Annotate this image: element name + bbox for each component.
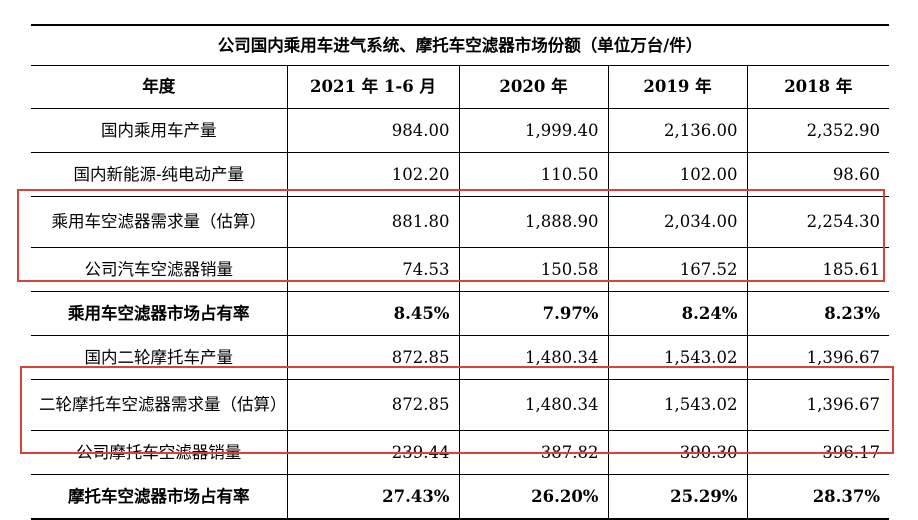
- cell-value: 98.60: [746, 152, 890, 197]
- cell-value: 1,999.40: [458, 108, 608, 153]
- header-2019: 2019 年: [607, 65, 747, 109]
- cell-value: 1,396.67: [746, 335, 890, 380]
- header-2021h1: 2021 年 1-6 月: [286, 65, 459, 109]
- cell-value: 74.53: [286, 247, 459, 292]
- cell-value: 8.23%: [746, 291, 890, 336]
- table-title-row: 公司国内乘用车进气系统、摩托车空滤器市场份额（单位万台/件）: [31, 24, 890, 66]
- cell-value: 872.85: [286, 335, 459, 380]
- header-year: 年度: [31, 65, 287, 109]
- table-row: 国内二轮摩托车产量 872.85 1,480.34 1,543.02 1,396…: [31, 335, 890, 380]
- cell-value: 8.45%: [286, 291, 459, 336]
- cell-value: 167.52: [607, 247, 747, 292]
- table-row: 公司汽车空滤器销量 74.53 150.58 167.52 185.61: [31, 247, 890, 292]
- cell-value: 27.43%: [286, 474, 459, 520]
- cell-value: 239.44: [286, 430, 459, 475]
- table-row: 乘用车空滤器市场占有率 8.45% 7.97% 8.24% 8.23%: [31, 291, 890, 336]
- table-row: 国内乘用车产量 984.00 1,999.40 2,136.00 2,352.9…: [31, 108, 890, 153]
- market-share-table: 公司国内乘用车进气系统、摩托车空滤器市场份额（单位万台/件） 年度 2021 年…: [31, 24, 890, 520]
- cell-value: 110.50: [458, 152, 608, 197]
- cell-value: 2,136.00: [607, 108, 747, 153]
- cell-value: 1,543.02: [607, 379, 747, 431]
- row-label: 乘用车空滤器需求量（估算）: [31, 196, 287, 248]
- cell-value: 102.20: [286, 152, 459, 197]
- table-header-row: 年度 2021 年 1-6 月 2020 年 2019 年 2018 年: [31, 65, 890, 109]
- cell-value: 25.29%: [607, 474, 747, 520]
- cell-value: 2,254.30: [746, 196, 890, 248]
- header-2018: 2018 年: [746, 65, 890, 109]
- header-2020: 2020 年: [458, 65, 608, 109]
- table-row: 公司摩托车空滤器销量 239.44 387.82 390.30 396.17: [31, 430, 890, 475]
- table-row: 二轮摩托车空滤器需求量（估算） 872.85 1,480.34 1,543.02…: [31, 379, 890, 431]
- row-label: 公司汽车空滤器销量: [31, 247, 287, 292]
- cell-value: 1,543.02: [607, 335, 747, 380]
- table-row: 国内新能源-纯电动产量 102.20 110.50 102.00 98.60: [31, 152, 890, 197]
- cell-value: 387.82: [458, 430, 608, 475]
- row-label: 国内乘用车产量: [31, 108, 287, 153]
- cell-value: 150.58: [458, 247, 608, 292]
- cell-value: 102.00: [607, 152, 747, 197]
- cell-value: 2,034.00: [607, 196, 747, 248]
- cell-value: 390.30: [607, 430, 747, 475]
- cell-value: 1,480.34: [458, 379, 608, 431]
- row-label: 国内二轮摩托车产量: [31, 335, 287, 380]
- market-share-table-section: 公司国内乘用车进气系统、摩托车空滤器市场份额（单位万台/件） 年度 2021 年…: [31, 24, 890, 520]
- cell-value: 2,352.90: [746, 108, 890, 153]
- cell-value: 28.37%: [746, 474, 890, 520]
- cell-value: 7.97%: [458, 291, 608, 336]
- cell-value: 185.61: [746, 247, 890, 292]
- row-label: 二轮摩托车空滤器需求量（估算）: [31, 379, 287, 431]
- cell-value: 872.85: [286, 379, 459, 431]
- table-row: 摩托车空滤器市场占有率 27.43% 26.20% 25.29% 28.37%: [31, 474, 890, 520]
- cell-value: 1,480.34: [458, 335, 608, 380]
- row-label: 公司摩托车空滤器销量: [31, 430, 287, 475]
- cell-value: 984.00: [286, 108, 459, 153]
- table-row: 乘用车空滤器需求量（估算） 881.80 1,888.90 2,034.00 2…: [31, 196, 890, 248]
- cell-value: 881.80: [286, 196, 459, 248]
- cell-value: 396.17: [746, 430, 890, 475]
- cell-value: 8.24%: [607, 291, 747, 336]
- row-label: 摩托车空滤器市场占有率: [31, 474, 287, 520]
- cell-value: 26.20%: [458, 474, 608, 520]
- cell-value: 1,888.90: [458, 196, 608, 248]
- table-title: 公司国内乘用车进气系统、摩托车空滤器市场份额（单位万台/件）: [31, 24, 890, 66]
- cell-value: 1,396.67: [746, 379, 890, 431]
- row-label: 国内新能源-纯电动产量: [31, 152, 287, 197]
- row-label: 乘用车空滤器市场占有率: [31, 291, 287, 336]
